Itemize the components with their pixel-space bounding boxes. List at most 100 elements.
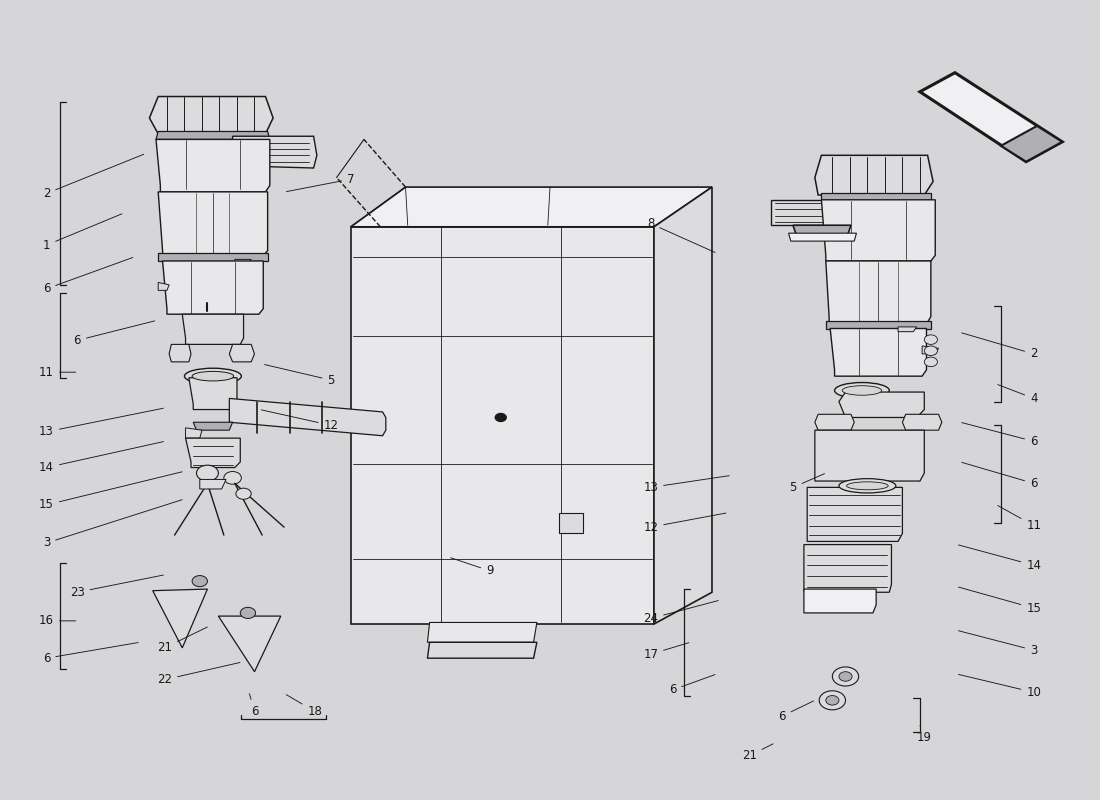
Text: 2: 2 [43, 154, 144, 200]
Circle shape [240, 607, 255, 618]
Polygon shape [163, 261, 263, 314]
Circle shape [826, 695, 839, 705]
Text: 15: 15 [958, 587, 1042, 614]
Polygon shape [229, 344, 254, 362]
Text: 6: 6 [961, 422, 1037, 448]
Polygon shape [839, 392, 924, 418]
Text: 2: 2 [961, 333, 1037, 361]
Polygon shape [229, 398, 386, 436]
Polygon shape [804, 545, 891, 592]
Polygon shape [559, 513, 583, 534]
Circle shape [833, 667, 859, 686]
Circle shape [224, 471, 241, 484]
Text: 6: 6 [74, 321, 155, 347]
Text: 6: 6 [669, 674, 715, 697]
Text: 4: 4 [998, 385, 1037, 405]
Text: 19: 19 [916, 726, 932, 744]
Text: 12: 12 [262, 410, 339, 432]
Text: 11: 11 [998, 506, 1042, 532]
Polygon shape [158, 253, 267, 261]
Polygon shape [1001, 126, 1063, 162]
Polygon shape [351, 187, 712, 227]
Polygon shape [822, 200, 935, 261]
Ellipse shape [192, 371, 233, 381]
Ellipse shape [847, 482, 888, 490]
Text: 5: 5 [790, 474, 825, 494]
Polygon shape [150, 97, 273, 134]
Text: 8: 8 [647, 217, 715, 253]
Polygon shape [815, 155, 933, 195]
Polygon shape [428, 642, 537, 658]
Polygon shape [789, 233, 857, 241]
Text: 3: 3 [958, 630, 1037, 657]
Text: 21: 21 [157, 627, 207, 654]
Polygon shape [158, 192, 267, 255]
Polygon shape [922, 346, 938, 354]
Polygon shape [826, 321, 931, 329]
Text: 15: 15 [40, 472, 182, 511]
Circle shape [197, 465, 219, 481]
Text: 22: 22 [157, 662, 240, 686]
Polygon shape [804, 589, 876, 613]
Polygon shape [815, 414, 855, 430]
Text: 7: 7 [286, 173, 354, 191]
Text: 5: 5 [265, 365, 334, 386]
Text: 11: 11 [40, 366, 76, 378]
Text: 1: 1 [43, 214, 122, 251]
Polygon shape [186, 428, 202, 438]
Polygon shape [771, 200, 857, 226]
Polygon shape [428, 622, 537, 642]
Polygon shape [194, 422, 232, 430]
Polygon shape [189, 378, 236, 410]
Polygon shape [807, 487, 902, 542]
Circle shape [235, 488, 251, 499]
Polygon shape [351, 227, 654, 624]
Circle shape [820, 690, 846, 710]
Text: 3: 3 [43, 500, 182, 550]
Circle shape [495, 414, 506, 422]
Text: 17: 17 [644, 642, 689, 661]
Circle shape [924, 357, 937, 366]
Text: 6: 6 [961, 462, 1037, 490]
Text: 14: 14 [40, 442, 164, 474]
Text: 14: 14 [958, 545, 1042, 572]
Polygon shape [793, 226, 851, 234]
Ellipse shape [843, 386, 881, 395]
Text: 16: 16 [40, 614, 76, 627]
Polygon shape [654, 187, 712, 624]
Polygon shape [219, 616, 280, 672]
Text: 18: 18 [286, 694, 322, 718]
Polygon shape [186, 438, 240, 467]
Polygon shape [156, 139, 270, 192]
Polygon shape [826, 261, 931, 322]
Polygon shape [200, 479, 225, 489]
Polygon shape [232, 136, 317, 168]
Polygon shape [169, 344, 191, 362]
Polygon shape [183, 314, 243, 344]
Circle shape [192, 575, 208, 586]
Ellipse shape [835, 382, 889, 398]
Text: 6: 6 [43, 258, 133, 295]
Polygon shape [830, 329, 926, 376]
Polygon shape [898, 327, 916, 332]
Circle shape [839, 672, 853, 682]
Circle shape [924, 335, 937, 344]
Polygon shape [156, 131, 270, 139]
Polygon shape [234, 259, 251, 264]
Polygon shape [815, 430, 924, 481]
Polygon shape [902, 414, 942, 430]
Text: 6: 6 [43, 642, 139, 665]
Text: 13: 13 [644, 476, 729, 494]
Text: 6: 6 [250, 694, 258, 718]
Ellipse shape [839, 478, 895, 493]
Text: 13: 13 [40, 408, 164, 438]
Text: 6: 6 [779, 701, 814, 722]
Text: 10: 10 [958, 674, 1042, 699]
Ellipse shape [185, 368, 241, 384]
Polygon shape [153, 589, 208, 648]
Text: 21: 21 [741, 744, 773, 762]
Text: 24: 24 [644, 601, 718, 625]
Text: 23: 23 [69, 575, 164, 598]
Polygon shape [822, 194, 931, 202]
Circle shape [924, 346, 937, 355]
